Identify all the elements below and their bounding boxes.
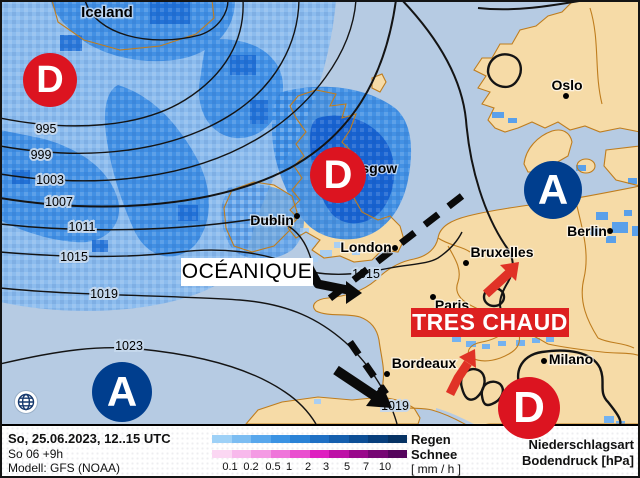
high-letter: A bbox=[106, 368, 138, 415]
city-label-bruxelles: Bruxelles bbox=[470, 244, 533, 260]
scale-tick: 0.2 bbox=[243, 461, 259, 473]
snow-legend-label: Schnee bbox=[411, 447, 458, 462]
isobar-label: 999 bbox=[31, 148, 52, 162]
isobar-labels: 995 999 1003 1007 1011 1015 1019 1023 10… bbox=[29, 120, 411, 415]
city-label-oslo: Oslo bbox=[551, 77, 582, 93]
isobar-label: 1003 bbox=[36, 173, 64, 187]
scale-segment bbox=[329, 450, 349, 458]
scale-tick: 3 bbox=[322, 461, 330, 473]
scale-segment bbox=[270, 435, 290, 443]
scale-segment bbox=[348, 450, 368, 458]
isobar-label: 1019 bbox=[90, 287, 118, 301]
scale-segment bbox=[290, 450, 310, 458]
scale-segment bbox=[231, 450, 251, 458]
isobar-label: 1011 bbox=[69, 220, 96, 234]
isobar-label: 1023 bbox=[115, 339, 143, 353]
low-letter: D bbox=[513, 383, 545, 432]
snow-color-scale bbox=[212, 450, 407, 458]
scale-tick: 0.5 bbox=[265, 461, 281, 473]
scale-segment bbox=[368, 450, 388, 458]
scale-segment bbox=[212, 435, 232, 443]
scale-segment bbox=[387, 450, 407, 458]
scale-segment bbox=[329, 435, 349, 443]
globe-logo-icon bbox=[14, 390, 38, 414]
high-pressure-badge-baltic: A bbox=[524, 161, 582, 219]
precipitation-type-label: Niederschlagsart bbox=[528, 437, 635, 452]
rain-legend-label: Regen bbox=[411, 432, 451, 447]
scale-tick: 5 bbox=[343, 461, 351, 473]
scale-segment bbox=[368, 435, 388, 443]
scale-segment bbox=[270, 450, 290, 458]
scale-segment bbox=[212, 450, 232, 458]
surface-pressure-precipitation-map: 995 999 1003 1007 1011 1015 1019 1023 10… bbox=[0, 0, 640, 424]
scale-segment bbox=[309, 450, 329, 458]
low-letter: D bbox=[36, 58, 64, 101]
low-pressure-badge-atlantic: D bbox=[23, 53, 77, 107]
isobar-label: 1015 bbox=[60, 250, 88, 264]
scale-segment bbox=[290, 435, 310, 443]
surface-pressure-label: Bodendruck [hPa] bbox=[522, 453, 634, 468]
gulf-of-lion-sea bbox=[436, 408, 474, 424]
rain-color-scale bbox=[212, 435, 407, 443]
scale-tick: 10 bbox=[378, 461, 392, 473]
tres-chaud-annotation: TRES CHAUD bbox=[411, 308, 569, 337]
low-pressure-badge-mediterranean: D bbox=[498, 377, 560, 439]
city-label-berlin: Berlin bbox=[567, 223, 607, 239]
oceanique-annotation: OCÉANIQUE bbox=[181, 258, 313, 286]
scale-segment bbox=[387, 435, 407, 443]
model-name: Modell: GFS (NOAA) bbox=[8, 461, 121, 475]
scale-segment bbox=[251, 450, 271, 458]
scale-tick: 2 bbox=[304, 461, 312, 473]
scale-segment bbox=[309, 435, 329, 443]
scale-segment bbox=[348, 435, 368, 443]
scale-tick: 0.1 bbox=[222, 461, 238, 473]
city-label-dublin: Dublin bbox=[250, 212, 294, 228]
model-run: So 06 +9h bbox=[8, 447, 64, 461]
legend-unit-label: [ mm / h ] bbox=[411, 462, 462, 476]
scale-tick: 7 bbox=[362, 461, 370, 473]
low-letter: D bbox=[323, 152, 353, 197]
city-label-bordeaux: Bordeaux bbox=[392, 355, 457, 371]
scale-tick: 1 bbox=[285, 461, 293, 473]
low-pressure-badge-scotland: D bbox=[310, 147, 366, 203]
country-label-iceland: Iceland bbox=[81, 4, 133, 21]
high-pressure-badge-biscay: A bbox=[92, 362, 152, 422]
scale-segment bbox=[251, 435, 271, 443]
red-warm-air-arrows bbox=[445, 262, 519, 397]
front-dashed-line bbox=[317, 193, 465, 396]
scale-segment bbox=[231, 435, 251, 443]
high-letter: A bbox=[537, 166, 569, 213]
city-label-milano: Milano bbox=[549, 351, 593, 367]
valid-datetime: So, 25.06.2023, 12..15 UTC bbox=[8, 431, 171, 446]
isobar-label: 995 bbox=[36, 122, 57, 136]
city-label-london: London bbox=[340, 239, 391, 255]
isobar-label: 1007 bbox=[45, 195, 73, 209]
precipitation-field bbox=[0, 0, 640, 424]
city-dots bbox=[294, 93, 613, 377]
